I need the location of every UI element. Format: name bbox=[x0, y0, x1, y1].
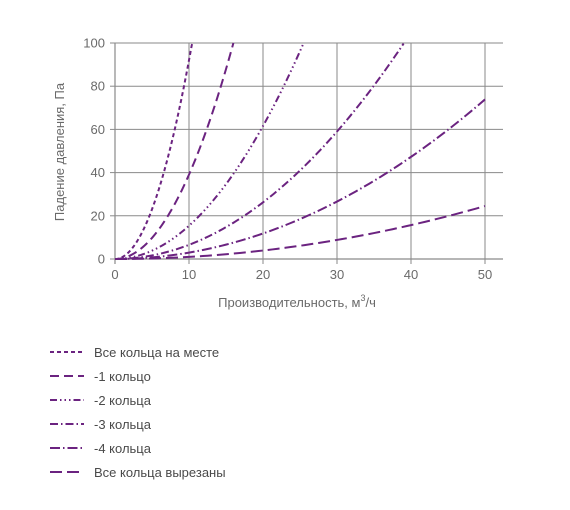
x-axis-label-superscript: 3 bbox=[360, 293, 365, 303]
x-tick-label-50: 50 bbox=[478, 267, 492, 282]
legend-item-1: Все кольца на месте bbox=[50, 340, 226, 364]
legend-swatch-3 bbox=[50, 399, 84, 401]
y-tick-label-100: 100 bbox=[83, 36, 105, 51]
legend-item-2: -1 кольцо bbox=[50, 364, 226, 388]
y-tick-label-0: 0 bbox=[98, 252, 105, 267]
legend-label-3: -2 кольца bbox=[94, 392, 151, 408]
legend-swatch-2 bbox=[50, 375, 84, 377]
axes bbox=[110, 42, 503, 264]
legend-item-3: -2 кольца bbox=[50, 388, 226, 412]
legend-label-1: Все кольца на месте bbox=[94, 344, 220, 360]
series-line-1 bbox=[114, 42, 194, 260]
series-line-5 bbox=[114, 98, 486, 260]
x-tick-label-10: 10 bbox=[182, 267, 196, 282]
legend: Все кольца на месте -1 кольцо -2 кольца -3 … bbox=[50, 340, 226, 484]
y-tick-labels: 0 20 40 60 80 100 bbox=[83, 36, 105, 267]
series-line-3 bbox=[114, 42, 305, 260]
y-tick-label-60: 60 bbox=[91, 122, 105, 137]
legend-swatch-4 bbox=[50, 423, 84, 425]
series-lines bbox=[114, 42, 486, 260]
legend-label-2: -1 кольцо bbox=[94, 368, 151, 384]
pressure-drop-chart: 0 10 20 30 40 50 0 20 40 60 80 100 Производительно… bbox=[52, 36, 503, 310]
series-line-2 bbox=[114, 42, 235, 260]
legend-swatch-6 bbox=[50, 471, 84, 473]
x-tick-label-0: 0 bbox=[111, 267, 118, 282]
legend-item-5: -4 кольца bbox=[50, 436, 226, 460]
legend-label-5: -4 кольца bbox=[94, 440, 151, 456]
legend-item-6: Все кольца вырезаны bbox=[50, 460, 226, 484]
legend-swatch-1 bbox=[50, 351, 84, 353]
y-tick-label-40: 40 bbox=[91, 165, 105, 180]
series-line-4 bbox=[114, 43, 405, 260]
legend-item-4: -3 кольца bbox=[50, 412, 226, 436]
x-tick-labels: 0 10 20 30 40 50 bbox=[111, 267, 492, 282]
grid-lines bbox=[115, 42, 503, 259]
y-tick-label-80: 80 bbox=[91, 79, 105, 94]
legend-swatch-5 bbox=[50, 447, 84, 449]
series-line-6 bbox=[114, 205, 486, 260]
x-tick-label-40: 40 bbox=[404, 267, 418, 282]
x-tick-label-30: 30 bbox=[330, 267, 344, 282]
legend-label-6: Все кольца вырезаны bbox=[94, 464, 226, 480]
legend-label-4: -3 кольца bbox=[94, 416, 151, 432]
x-axis-label-base: Производительность, м bbox=[218, 295, 360, 310]
y-tick-label-20: 20 bbox=[91, 208, 105, 223]
y-axis-label: Падение давления, Па bbox=[52, 82, 67, 221]
x-axis-label-tail: /ч bbox=[365, 295, 375, 310]
x-tick-label-20: 20 bbox=[256, 267, 270, 282]
x-axis-label: Производительность, м3/ч bbox=[218, 293, 376, 310]
